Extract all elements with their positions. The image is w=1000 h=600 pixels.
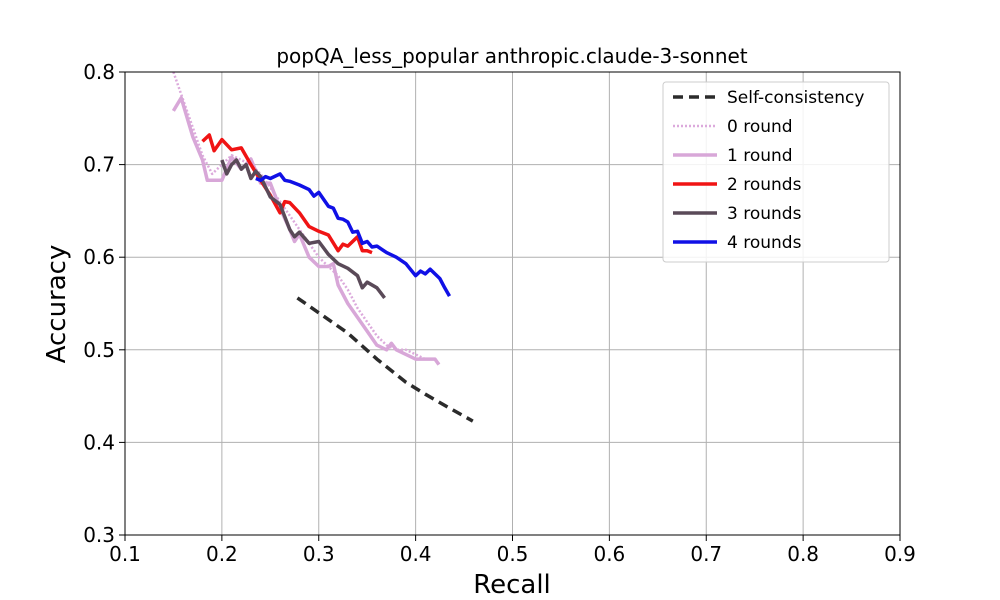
series-line-4 [220, 158, 386, 299]
y-tick-label: 0.4 [83, 430, 115, 454]
series-layer [171, 71, 474, 423]
y-tick-label: 0.5 [83, 338, 115, 362]
ticks: 0.1 0.2 0.3 0.4 0.5 0.6 0.7 0.8 0.9 0.3 0.4 0.5 0.6 0… [83, 60, 916, 566]
series-line-2 [171, 96, 441, 366]
x-tick-label: 0.7 [690, 542, 722, 566]
legend-label: 2 rounds [727, 175, 802, 195]
x-tick-label: 0.3 [303, 542, 335, 566]
legend-label: 0 round [727, 117, 793, 137]
legend-box [662, 81, 890, 263]
y-axis-label: Accuracy [42, 245, 72, 364]
x-tick-label: 0.9 [884, 542, 916, 566]
x-tick-label: 0.2 [206, 542, 238, 566]
x-tick-label: 0.1 [109, 542, 141, 566]
legend-label: 3 rounds [727, 204, 802, 224]
series-line-3 [201, 133, 373, 255]
x-tick-label: 0.6 [593, 542, 625, 566]
y-tick-label: 0.7 [83, 153, 115, 177]
x-tick-label: 0.8 [787, 542, 819, 566]
x-tick-label: 0.5 [497, 542, 529, 566]
x-axis-label: Recall [473, 570, 551, 600]
legend-label: Self-consistency [727, 88, 864, 108]
legend-label: 4 rounds [727, 233, 802, 253]
y-tick-label: 0.3 [83, 523, 115, 547]
y-tick-label: 0.6 [83, 245, 115, 269]
x-tick-label: 0.4 [400, 542, 432, 566]
legend-label: 1 round [727, 146, 793, 166]
chart-title: popQA_less_popular anthropic.claude-3-so… [276, 44, 747, 68]
series-line-0 [296, 296, 474, 423]
legend: Self-consistency 0 round 1 round 2 rounds 3 … [662, 81, 890, 263]
series-line-5 [255, 172, 452, 297]
y-tick-label: 0.8 [83, 60, 115, 84]
